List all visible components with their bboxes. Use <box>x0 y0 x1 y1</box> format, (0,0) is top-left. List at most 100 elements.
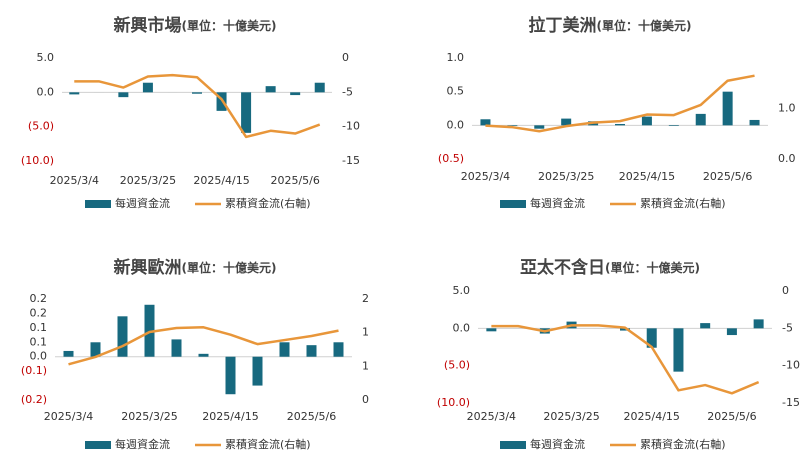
legend-label: 累積資金流(右軸) <box>640 437 726 451</box>
bar <box>641 116 652 126</box>
x-tick-label: 2025/4/15 <box>624 410 680 423</box>
title: 亞太不含日 <box>520 257 605 278</box>
tick-label: 1.0 <box>778 102 796 115</box>
tick-label: -5 <box>782 321 793 334</box>
tick-label: 0.1 <box>30 335 48 348</box>
bar <box>726 328 737 336</box>
x-tick-label: 2025/3/4 <box>44 410 93 423</box>
tick-label: 0.5 <box>447 85 465 98</box>
bar <box>620 328 630 331</box>
legend-swatch <box>500 200 526 208</box>
bar <box>225 356 236 395</box>
tick-label: (10.0) <box>437 396 470 409</box>
tick-label: -15 <box>782 396 800 409</box>
x-tick-label: 2025/3/25 <box>120 174 176 187</box>
bar <box>695 113 706 126</box>
tick-label: -10 <box>782 359 800 372</box>
legend-label: 每週資金流 <box>115 437 170 451</box>
tick-label: 0.0 <box>30 350 48 363</box>
tick-label: (0.1) <box>21 364 47 377</box>
bar <box>142 82 153 93</box>
bar <box>333 342 344 357</box>
tick-label: (0.2) <box>21 393 47 406</box>
bar <box>668 125 679 127</box>
tick-label: -15 <box>342 154 360 167</box>
legend-swatch <box>85 441 111 449</box>
bar <box>700 323 711 329</box>
x-tick-label: 2025/5/6 <box>287 410 336 423</box>
x-tick-label: 2025/4/15 <box>202 410 258 423</box>
legend-label: 累積資金流(右軸) <box>225 196 311 210</box>
bar <box>171 339 182 357</box>
legend-label: 累積資金流(右軸) <box>640 196 726 210</box>
bar <box>314 82 325 93</box>
x-tick-label: 2025/3/4 <box>461 170 510 183</box>
bar <box>673 328 684 372</box>
legend-label: 每週資金流 <box>530 196 585 210</box>
chart-title: 亞太不含日(單位：十億美元) <box>520 257 700 278</box>
tick-label: 1.0 <box>447 51 465 64</box>
bar <box>480 119 491 126</box>
tick-label: 5.0 <box>453 284 471 297</box>
cumulative-line <box>68 326 339 366</box>
tick-label: 0 <box>342 51 349 64</box>
x-tick-label: 2025/5/6 <box>707 410 756 423</box>
tick-label: (10.0) <box>21 154 54 167</box>
chart-title: 新興歐洲(單位：十億美元) <box>114 257 277 278</box>
tick-label: 0.0 <box>37 85 55 98</box>
subtitle: (單位：十億美元) <box>182 18 277 33</box>
bar <box>265 86 276 93</box>
cumulative-line <box>485 74 755 133</box>
bar <box>241 92 252 133</box>
tick-label: (5.0) <box>28 120 54 133</box>
subtitle: (單位：十億美元) <box>182 260 277 275</box>
subtitle: (單位：十億美元) <box>605 260 700 275</box>
x-tick-label: 2025/4/15 <box>619 170 675 183</box>
tick-label: 2 <box>362 292 369 305</box>
legend-swatch <box>500 441 526 449</box>
x-tick-label: 2025/5/6 <box>270 174 319 187</box>
bar <box>561 118 572 126</box>
title: 拉丁美洲 <box>529 15 597 36</box>
bar <box>69 92 80 95</box>
tick-label: 0 <box>782 284 789 297</box>
chart-title: 新興市場(單位：十億美元) <box>114 15 277 36</box>
bar <box>615 123 625 126</box>
bar <box>279 342 290 357</box>
x-tick-label: 2025/3/4 <box>50 174 99 187</box>
tick-label: -10 <box>342 120 360 133</box>
cumulative-line <box>491 324 760 395</box>
bar <box>749 119 760 126</box>
x-tick-label: 2025/3/4 <box>467 410 516 423</box>
tick-label: 0.0 <box>453 321 471 334</box>
bar <box>534 125 545 129</box>
legend-label: 累積資金流(右軸) <box>225 437 311 451</box>
bar <box>117 316 128 357</box>
title: 新興市場 <box>114 15 182 36</box>
bar <box>90 342 101 357</box>
bar <box>192 92 202 94</box>
tick-label: 0.1 <box>30 321 48 334</box>
tick-label: 5.0 <box>37 51 55 64</box>
x-tick-label: 2025/3/25 <box>121 410 177 423</box>
legend-label: 每週資金流 <box>115 196 170 210</box>
bar <box>118 92 129 98</box>
tick-label: 0.2 <box>30 292 48 305</box>
bar <box>290 92 301 96</box>
cumulative-line <box>74 73 321 139</box>
bar <box>198 353 209 357</box>
tick-label: 0 <box>362 393 369 406</box>
bar <box>252 356 263 386</box>
bar <box>646 328 657 348</box>
chart-title: 拉丁美洲(單位：十億美元) <box>529 15 692 36</box>
tick-label: (0.5) <box>438 152 464 165</box>
bar <box>753 319 764 329</box>
bar <box>63 350 74 357</box>
x-tick-label: 2025/3/25 <box>538 170 594 183</box>
x-tick-label: 2025/4/15 <box>193 174 249 187</box>
tick-label: (5.0) <box>444 359 470 372</box>
tick-label: 1 <box>362 326 369 339</box>
bar <box>306 345 317 357</box>
